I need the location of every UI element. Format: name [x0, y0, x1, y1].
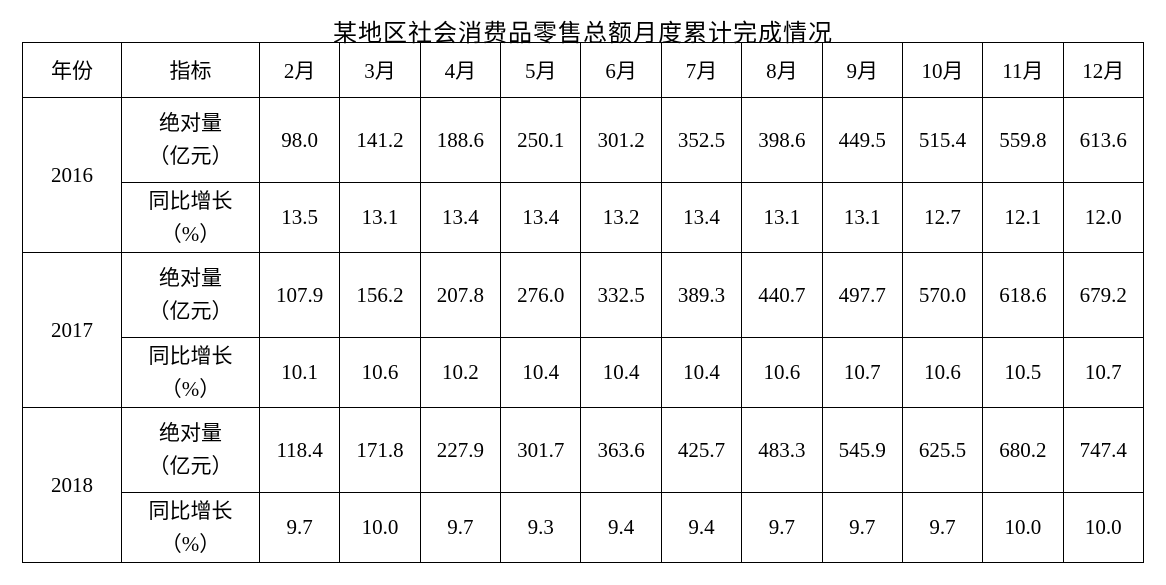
value-cell: 12.1: [982, 182, 1064, 253]
value-cell: 171.8: [339, 407, 421, 493]
month-column-header: 3月: [339, 42, 421, 98]
year-cell-2016: 2016: [22, 97, 122, 253]
value-cell: 449.5: [821, 97, 903, 183]
value-cell: 10.6: [901, 337, 984, 408]
year-column-header: 年份: [22, 42, 122, 98]
table-row: 同比增长 （%） 9.7 10.0 9.7 9.3 9.4 9.4 9.7 9.…: [23, 492, 1145, 563]
month-column-header: 12月: [1062, 42, 1145, 98]
value-cell: 570.0: [901, 252, 984, 338]
value-cell: 13.1: [741, 182, 823, 253]
value-cell: 10.1: [258, 337, 341, 408]
month-column-header: 7月: [660, 42, 743, 98]
value-cell: 141.2: [339, 97, 421, 183]
value-cell: 10.4: [660, 337, 743, 408]
value-cell: 679.2: [1062, 252, 1145, 338]
value-cell: 9.4: [660, 492, 743, 563]
indicator-label-cell: 绝对量 （亿元）: [121, 407, 260, 493]
value-cell: 13.1: [821, 182, 903, 253]
value-cell: 425.7: [660, 407, 743, 493]
value-cell: 389.3: [660, 252, 743, 338]
value-cell: 9.7: [901, 492, 984, 563]
value-cell: 13.4: [419, 182, 502, 253]
value-cell: 227.9: [419, 407, 502, 493]
table-header-row: 年份 指标 2月 3月 4月 5月 6月 7月 8月 9月 10月 11月 12…: [22, 42, 1145, 98]
value-cell: 13.4: [500, 182, 582, 253]
table-row: 2018 绝对量 （亿元） 118.4 171.8 227.9 301.7 36…: [22, 407, 1145, 563]
value-cell: 13.1: [339, 182, 421, 253]
value-cell: 12.0: [1062, 182, 1145, 253]
value-cell: 10.6: [741, 337, 823, 408]
value-cell: 515.4: [901, 97, 984, 183]
table-row: 同比增长 （%） 10.1 10.6 10.2 10.4 10.4 10.4 1…: [23, 337, 1145, 408]
value-cell: 107.9: [258, 252, 341, 338]
indicator-label-cell: 同比增长 （%）: [121, 492, 260, 563]
value-cell: 250.1: [500, 97, 582, 183]
indicator-label-cell: 同比增长 （%）: [121, 337, 260, 408]
value-cell: 625.5: [901, 407, 984, 493]
value-cell: 497.7: [821, 252, 903, 338]
month-column-header: 2月: [258, 42, 341, 98]
table-row: 2017 绝对量 （亿元） 107.9 156.2 207.8 276.0 33…: [22, 252, 1145, 408]
indicator-label-cell: 绝对量 （亿元）: [121, 252, 260, 338]
value-cell: 398.6: [741, 97, 823, 183]
value-cell: 559.8: [982, 97, 1064, 183]
value-cell: 13.2: [580, 182, 662, 253]
retail-sales-table: 年份 指标 2月 3月 4月 5月 6月 7月 8月 9月 10月 11月 12…: [22, 42, 1145, 563]
year-cell-2017: 2017: [22, 252, 122, 408]
value-cell: 9.7: [258, 492, 341, 563]
value-cell: 98.0: [258, 97, 341, 183]
value-cell: 156.2: [339, 252, 421, 338]
value-cell: 10.5: [982, 337, 1064, 408]
value-cell: 332.5: [580, 252, 662, 338]
value-cell: 545.9: [821, 407, 903, 493]
month-column-header: 4月: [419, 42, 502, 98]
value-cell: 10.4: [500, 337, 582, 408]
value-cell: 10.4: [580, 337, 662, 408]
month-column-header: 6月: [580, 42, 662, 98]
month-column-header: 9月: [821, 42, 903, 98]
indicator-label-cell: 绝对量 （亿元）: [121, 97, 260, 183]
month-column-header: 11月: [982, 42, 1064, 98]
indicator-label-cell: 同比增长 （%）: [121, 182, 260, 253]
value-cell: 301.7: [500, 407, 582, 493]
table-row: 2016 绝对量 （亿元） 98.0 141.2 188.6 250.1 301…: [22, 97, 1145, 253]
value-cell: 207.8: [419, 252, 502, 338]
value-cell: 10.0: [339, 492, 421, 563]
value-cell: 440.7: [741, 252, 823, 338]
value-cell: 10.7: [1062, 337, 1145, 408]
page-title: 某地区社会消费品零售总额月度累计完成情况: [333, 21, 833, 47]
value-cell: 680.2: [982, 407, 1064, 493]
value-cell: 10.6: [339, 337, 421, 408]
value-cell: 13.5: [258, 182, 341, 253]
value-cell: 10.0: [1062, 492, 1145, 563]
value-cell: 301.2: [580, 97, 662, 183]
value-cell: 188.6: [419, 97, 502, 183]
value-cell: 10.2: [419, 337, 502, 408]
value-cell: 10.7: [821, 337, 903, 408]
value-cell: 747.4: [1062, 407, 1145, 493]
month-column-header: 10月: [901, 42, 984, 98]
value-cell: 12.7: [901, 182, 984, 253]
value-cell: 618.6: [982, 252, 1064, 338]
value-cell: 9.7: [741, 492, 823, 563]
indicator-column-header: 指标: [121, 42, 260, 98]
value-cell: 352.5: [660, 97, 743, 183]
value-cell: 9.4: [580, 492, 662, 563]
value-cell: 276.0: [500, 252, 582, 338]
value-cell: 118.4: [258, 407, 341, 493]
table-row: 同比增长 （%） 13.5 13.1 13.4 13.4 13.2 13.4 1…: [23, 182, 1145, 253]
value-cell: 10.0: [982, 492, 1064, 563]
value-cell: 9.7: [419, 492, 502, 563]
month-column-header: 5月: [500, 42, 582, 98]
value-cell: 13.4: [660, 182, 743, 253]
value-cell: 613.6: [1062, 97, 1145, 183]
month-column-header: 8月: [741, 42, 823, 98]
year-cell-2018: 2018: [22, 407, 122, 563]
value-cell: 9.3: [500, 492, 582, 563]
value-cell: 363.6: [580, 407, 662, 493]
value-cell: 483.3: [741, 407, 823, 493]
value-cell: 9.7: [821, 492, 903, 563]
